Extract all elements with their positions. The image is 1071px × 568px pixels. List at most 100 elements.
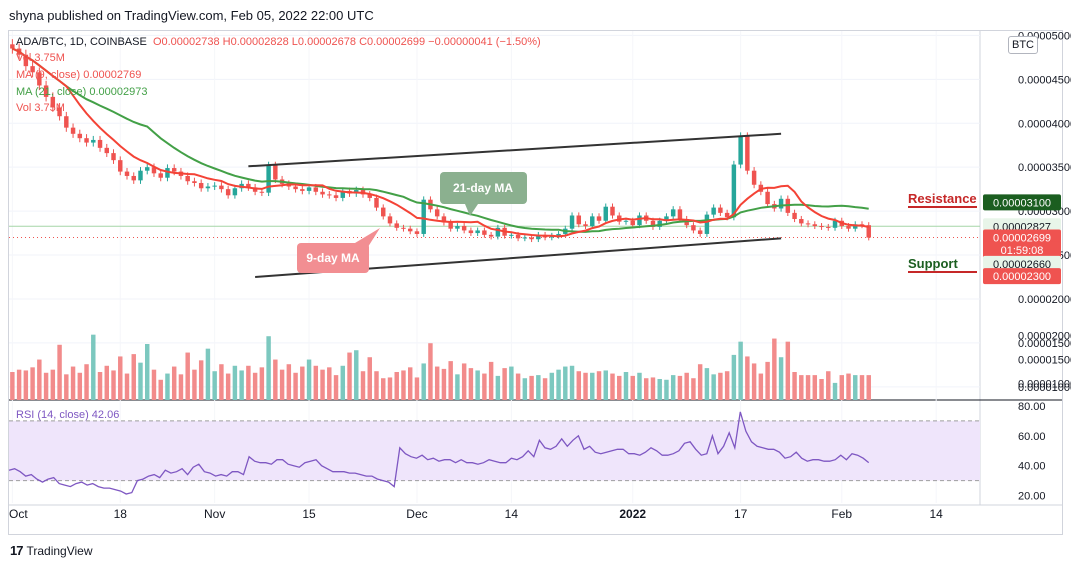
candle-body [246, 183, 251, 188]
candle-body [623, 220, 629, 222]
candle-body [610, 206, 615, 216]
candle-body [657, 220, 662, 227]
volume-bar [711, 374, 716, 400]
candle-body [219, 185, 224, 190]
volume-bar [799, 375, 804, 400]
volume-bar [536, 375, 541, 400]
tradingview-logo[interactable]: 17 TradingView [10, 543, 93, 558]
candle-body [111, 153, 116, 161]
candle-body [320, 191, 325, 195]
price-badge-label: 0.00002300 [993, 271, 1051, 283]
volume-bar [219, 364, 224, 400]
candle-body [165, 168, 170, 178]
price-tick-label: 0.00003500 [1018, 162, 1071, 174]
volume-bar [853, 375, 858, 400]
candle-body [664, 216, 669, 221]
tradingview-brand: TradingView [26, 543, 93, 558]
volume-bar [171, 366, 177, 400]
candle-body [711, 207, 716, 215]
candle-body [91, 139, 96, 143]
price-badge-label: 0.00002699 [993, 233, 1051, 245]
candle-body [799, 219, 804, 224]
volume-bar [556, 369, 561, 400]
volume-bar [758, 373, 764, 400]
volume-bar [279, 369, 285, 400]
candle-body [171, 168, 177, 172]
volume-tick-label: 0.00001000 [1018, 379, 1071, 391]
candle-body [37, 72, 42, 86]
volume-bar [225, 373, 231, 400]
volume-bar [165, 373, 170, 400]
volume-bar [327, 367, 332, 400]
candle-body [792, 212, 797, 220]
candle-body [306, 187, 312, 191]
volume-bar [623, 372, 629, 400]
candle-body [225, 189, 231, 196]
candle-body [853, 224, 858, 229]
time-tick-label: 2022 [619, 507, 646, 521]
volume-bar [441, 368, 447, 400]
volume-bar [198, 360, 204, 400]
volume-bar [23, 370, 29, 400]
volume-tick-label: 0.00001500 [1018, 355, 1071, 367]
candle-body [778, 198, 784, 209]
volume-bar [785, 341, 791, 400]
legend-symbol: ADA/BTC, 1D, COINBASE [16, 36, 147, 48]
time-tick-label: Dec [406, 507, 427, 521]
candle-body [333, 195, 339, 198]
candle-body [866, 225, 871, 238]
volume-bar [124, 373, 130, 400]
ma9-line [11, 47, 869, 238]
volume-bar [812, 375, 818, 400]
candle-body [724, 212, 730, 218]
candle-body [84, 138, 89, 143]
candle-body [650, 220, 656, 227]
candle-body [691, 225, 696, 231]
price-badge-support-level [983, 255, 1061, 272]
volume-bar [603, 370, 608, 400]
volume-bar [340, 365, 346, 400]
currency-badge[interactable]: BTC [1008, 36, 1038, 54]
candle-body [819, 226, 824, 228]
ma21-callout-pointer [465, 204, 478, 216]
candle-body [697, 230, 703, 234]
price-badge-label: 0.00003100 [993, 197, 1051, 209]
price-tick-label: 0.00001000 [1018, 382, 1071, 394]
candle-body [327, 194, 332, 196]
volume-bar [495, 375, 501, 400]
time-tick-label: Feb [831, 507, 852, 521]
volume-bar [192, 369, 197, 400]
volume-bar [684, 372, 689, 400]
time-tick-label: 14 [505, 507, 519, 521]
volume-bar [401, 370, 406, 400]
time-tick-label: 15 [302, 507, 316, 521]
candle-body [637, 215, 642, 226]
volume-bar [360, 371, 366, 400]
price-badge-label: 01:59:08 [1001, 245, 1044, 257]
candle-body [212, 185, 217, 187]
volume-bar [97, 372, 103, 400]
volume-bar [859, 375, 865, 400]
time-tick-label: Oct [9, 507, 28, 521]
volume-bar [731, 354, 737, 400]
volume-bar [333, 375, 339, 400]
ma21-callout-label: 21-day MA [453, 181, 513, 195]
volume-bar [158, 379, 163, 400]
volume-bar [643, 378, 649, 400]
ma9-callout [297, 243, 369, 273]
time-tick-label: 14 [929, 507, 943, 521]
candle-body [515, 234, 521, 239]
volume-bar [751, 363, 757, 400]
candle-body [590, 216, 595, 227]
candle-body [468, 230, 474, 234]
rsi-band [9, 420, 980, 481]
volume-bar [455, 374, 460, 400]
candle-body [509, 234, 514, 236]
candle-body [718, 207, 723, 213]
volume-bar [697, 364, 703, 400]
volume-bar [91, 334, 96, 400]
volume-bar [145, 344, 150, 400]
volume-bar [502, 368, 507, 400]
volume-bar [434, 366, 440, 400]
